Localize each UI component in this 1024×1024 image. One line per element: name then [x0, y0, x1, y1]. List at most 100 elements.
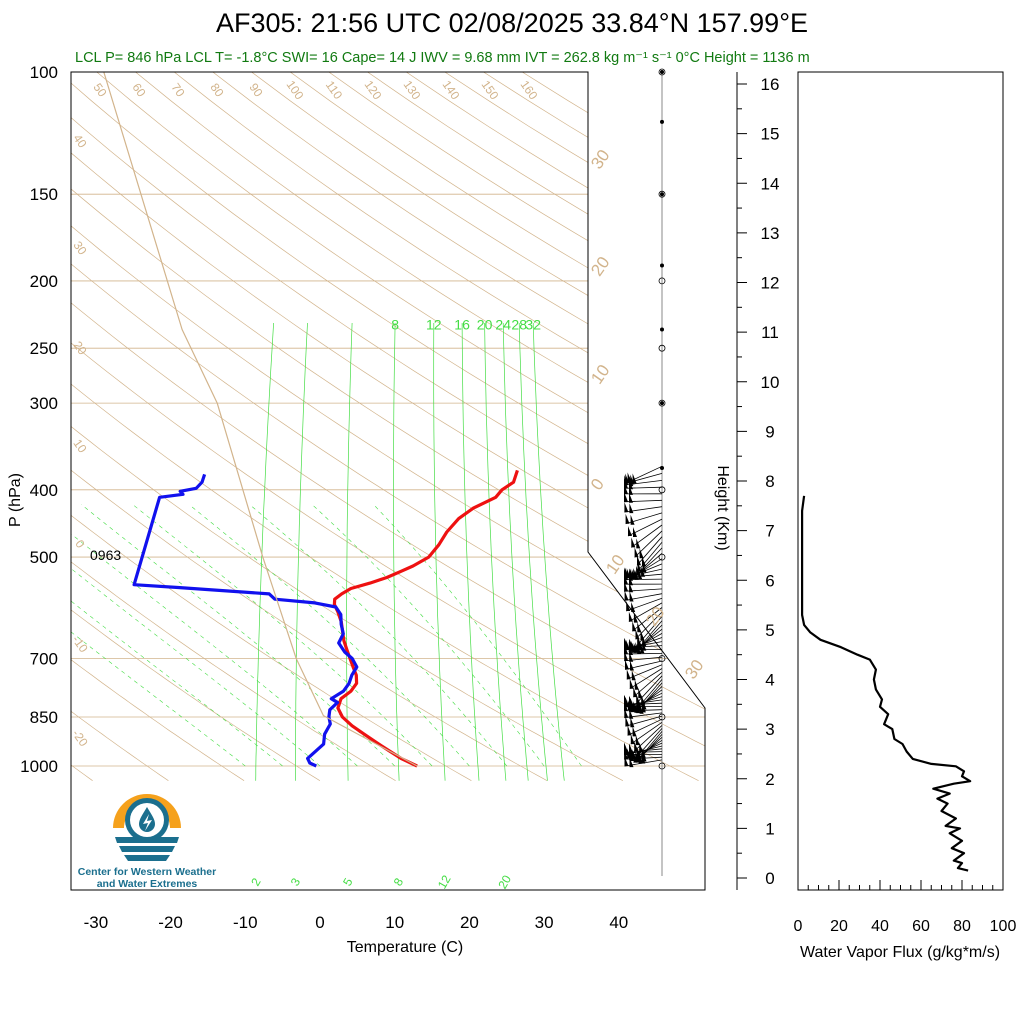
dry-adiabat: [71, 117, 705, 540]
chart-title: AF305: 21:56 UTC 02/08/2025 33.84°N 157.…: [216, 8, 808, 38]
logo-text: Center for Western Weather and Water Ext…: [72, 866, 222, 890]
dry-adiabat: [135, 72, 705, 448]
wind-barb: [635, 675, 663, 704]
wind-barb: [634, 530, 663, 558]
moist-adiabat: [188, 504, 470, 767]
flux-tick-label: 40: [871, 918, 889, 935]
barb-circle: [658, 190, 666, 198]
wind-barb-flag: [625, 659, 634, 671]
plot-mask: [588, 72, 705, 890]
moist-adiabat: [71, 600, 283, 767]
flux-axis-label: Water Vapor Flux (g/kg*m/s): [800, 944, 1000, 961]
wind-barb-flag: [624, 639, 633, 651]
wind-barb-flag: [629, 678, 639, 690]
y-tick-label: 700: [30, 650, 58, 669]
wind-barb-flag: [632, 621, 642, 633]
barb-dot: [660, 192, 664, 197]
wind-barb-flag: [631, 537, 641, 549]
moist-adiabat: [373, 504, 582, 767]
x-tick-label: 30: [535, 913, 554, 932]
x-tick-label: 0: [315, 913, 324, 932]
height-tick-label: 11: [761, 323, 779, 342]
moist-adiabat: [132, 504, 433, 767]
wind-barb-flag: [624, 502, 634, 514]
wind-barb-flag: [625, 513, 635, 525]
wind-barb-flag: [630, 734, 640, 746]
wind-barb-flag: [624, 574, 633, 586]
flux-tick-label: 80: [953, 918, 971, 935]
dry-adiabat: [71, 82, 705, 509]
barb-circle: [658, 399, 666, 407]
wind-barb-flag: [624, 581, 634, 593]
wind-barb: [633, 671, 663, 698]
wind-barb: [636, 616, 663, 646]
wind-barb-flag: [624, 590, 634, 602]
wind-barb-flag: [636, 701, 646, 713]
mixing-ratio-label: 16: [454, 317, 470, 333]
dry-adiabat: [71, 302, 705, 710]
mixing-ratio-line: [518, 322, 548, 781]
x-tick-label: 10: [385, 913, 404, 932]
wind-barb-flag: [624, 700, 633, 712]
wind-barb: [635, 624, 663, 653]
x-tick-label: -20: [158, 913, 183, 932]
y-tick-label: 250: [30, 339, 58, 358]
x-tick-label: 20: [460, 913, 479, 932]
height-tick-label: 9: [765, 422, 774, 441]
height-tick-label: 0: [765, 869, 774, 888]
dry-adiabat: [71, 710, 169, 781]
height-tick-label: 7: [765, 522, 774, 541]
height-tick-label: 10: [761, 373, 780, 392]
mixing-ratio-line: [255, 322, 274, 781]
mixing-ratio-label: 32: [525, 317, 541, 333]
y-tick-label: 150: [30, 185, 58, 204]
dry-adiabat: [96, 72, 705, 478]
chart-subtitle: LCL P= 846 hPa LCL T= -1.8°C SWI= 16 Cap…: [75, 50, 810, 66]
moist-adiabat: [249, 504, 508, 767]
wind-barb-flag: [624, 650, 634, 662]
barb-dot: [660, 401, 664, 406]
barb-dot: [660, 119, 664, 124]
wind-barbs: [623, 68, 666, 876]
moist-adiabat: [81, 504, 395, 767]
wind-barb-flag: [624, 749, 634, 761]
height-tick-label: 6: [765, 571, 774, 590]
mixing-ratio-line: [393, 322, 400, 781]
sounding-lines: 0963: [90, 72, 705, 890]
wind-barb-flag: [625, 716, 635, 728]
wind-barb-flag: [624, 644, 633, 655]
wind-barb-flag: [624, 696, 633, 708]
wind-barb-flag: [624, 569, 633, 581]
wind-barb-flag: [624, 756, 634, 768]
barb-circle: [658, 486, 666, 494]
dry-adiabat: [71, 263, 705, 674]
y-tick-label: 1000: [20, 757, 58, 776]
barb-circle: [658, 762, 666, 770]
y-axis-label: P (hPa): [7, 473, 24, 527]
wind-barb-flag: [624, 707, 634, 719]
dry-adiabat: [71, 426, 624, 782]
barb-circle: [658, 277, 666, 285]
wind-barb-flag: [624, 483, 633, 495]
logo-line-1: Center for Western Weather: [77, 866, 217, 878]
moist-adiabat: [71, 533, 358, 767]
flux-tick-label: 60: [912, 918, 930, 935]
wind-barb-flag: [626, 669, 636, 681]
mixing-ratio-label: 24: [495, 317, 511, 333]
mixing-ratio-label: 8: [391, 317, 399, 333]
mixing-ratio-line: [532, 322, 565, 781]
y-tick-label: 850: [30, 708, 58, 727]
x-tick-label: 40: [609, 913, 628, 932]
wind-barb: [632, 607, 663, 632]
mixing-ratio-line: [346, 322, 353, 781]
x-tick-label: -10: [233, 913, 258, 932]
moist-adiabat: [71, 631, 246, 767]
wind-barb: [631, 628, 663, 654]
mixing-ratio-label: 12: [435, 872, 454, 891]
wind-barb-flag: [624, 475, 634, 487]
height-tick-label: 14: [761, 174, 780, 193]
barb-dot: [660, 70, 664, 74]
wind-barb-flag: [634, 741, 644, 753]
